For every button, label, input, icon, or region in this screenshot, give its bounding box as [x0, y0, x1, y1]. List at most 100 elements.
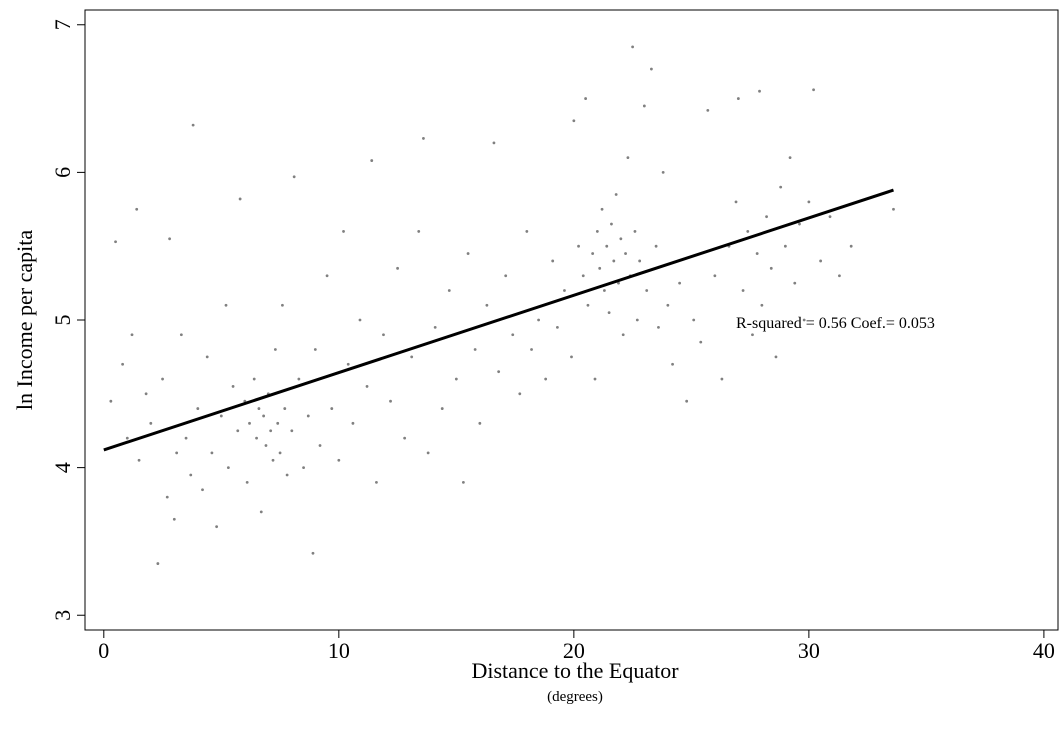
point: [598, 266, 602, 270]
point: [231, 385, 235, 388]
point: [358, 318, 362, 322]
point: [563, 289, 566, 292]
point: [798, 222, 801, 226]
point: [849, 244, 853, 248]
point: [417, 230, 421, 233]
point: [551, 259, 555, 263]
point: [121, 362, 125, 366]
point: [130, 333, 134, 337]
point: [454, 377, 458, 381]
point: [125, 436, 129, 440]
point: [342, 230, 345, 233]
point: [657, 325, 660, 329]
x-axis-sublabel: (degrees): [547, 689, 603, 705]
point: [621, 333, 625, 337]
point: [292, 175, 296, 179]
point: [184, 436, 188, 440]
point: [581, 274, 585, 278]
point: [755, 252, 759, 255]
annotation: R-squared = 0.56 Coef.= 0.053: [736, 315, 935, 332]
y-tick-label: 3: [50, 610, 75, 621]
y-axis-label: ln Income per capita: [12, 230, 37, 410]
point: [525, 230, 529, 233]
point: [600, 207, 604, 211]
point: [720, 377, 724, 381]
point: [403, 436, 407, 440]
point: [264, 444, 268, 447]
point: [555, 325, 559, 329]
point: [713, 274, 717, 278]
point: [678, 281, 682, 285]
point: [619, 237, 623, 241]
point: [433, 325, 437, 329]
point: [137, 458, 141, 462]
point: [252, 377, 256, 381]
point: [269, 429, 273, 433]
point: [440, 407, 444, 410]
point: [595, 230, 599, 233]
point: [189, 473, 193, 477]
point: [661, 170, 665, 174]
point: [654, 244, 658, 248]
point: [577, 244, 580, 248]
point: [751, 333, 754, 337]
point: [370, 159, 374, 162]
point: [238, 197, 242, 201]
point: [812, 88, 815, 92]
point: [283, 407, 287, 410]
point: [426, 451, 430, 455]
point: [635, 318, 639, 322]
point: [210, 451, 214, 455]
point: [746, 230, 750, 233]
point: [318, 444, 322, 447]
point: [236, 429, 240, 433]
point: [819, 259, 823, 263]
point: [617, 281, 620, 285]
point: [156, 562, 160, 565]
point: [610, 222, 613, 226]
point: [375, 480, 378, 484]
point: [382, 333, 385, 337]
point: [570, 355, 573, 359]
point: [485, 303, 489, 307]
x-tick-label: 20: [563, 638, 585, 663]
point: [165, 495, 169, 499]
point: [685, 399, 689, 403]
point: [191, 123, 195, 127]
point: [586, 303, 590, 307]
point: [201, 488, 204, 492]
point: [135, 207, 139, 211]
x-tick-label: 0: [98, 638, 109, 663]
point: [492, 141, 496, 145]
point: [257, 407, 261, 410]
point: [396, 266, 399, 270]
point: [788, 156, 792, 160]
point: [179, 333, 183, 337]
point: [290, 429, 294, 433]
point: [109, 399, 113, 403]
point: [591, 252, 595, 255]
x-axis-label: Distance to the Equator: [471, 658, 679, 683]
point: [779, 185, 783, 189]
point: [572, 119, 576, 123]
point: [760, 303, 764, 307]
point: [793, 281, 797, 285]
point: [224, 303, 228, 307]
point: [389, 399, 392, 403]
point: [226, 466, 230, 470]
point: [278, 451, 282, 455]
point: [325, 274, 329, 278]
point: [351, 421, 355, 425]
fit-line: [103, 188, 894, 452]
point: [172, 517, 176, 521]
y-tick-label: 6: [50, 167, 75, 178]
point: [478, 421, 482, 425]
point: [205, 355, 209, 359]
point: [466, 252, 470, 255]
point: [605, 244, 609, 248]
point: [161, 377, 164, 381]
point: [537, 318, 540, 322]
point: [631, 45, 635, 49]
point: [365, 385, 369, 388]
